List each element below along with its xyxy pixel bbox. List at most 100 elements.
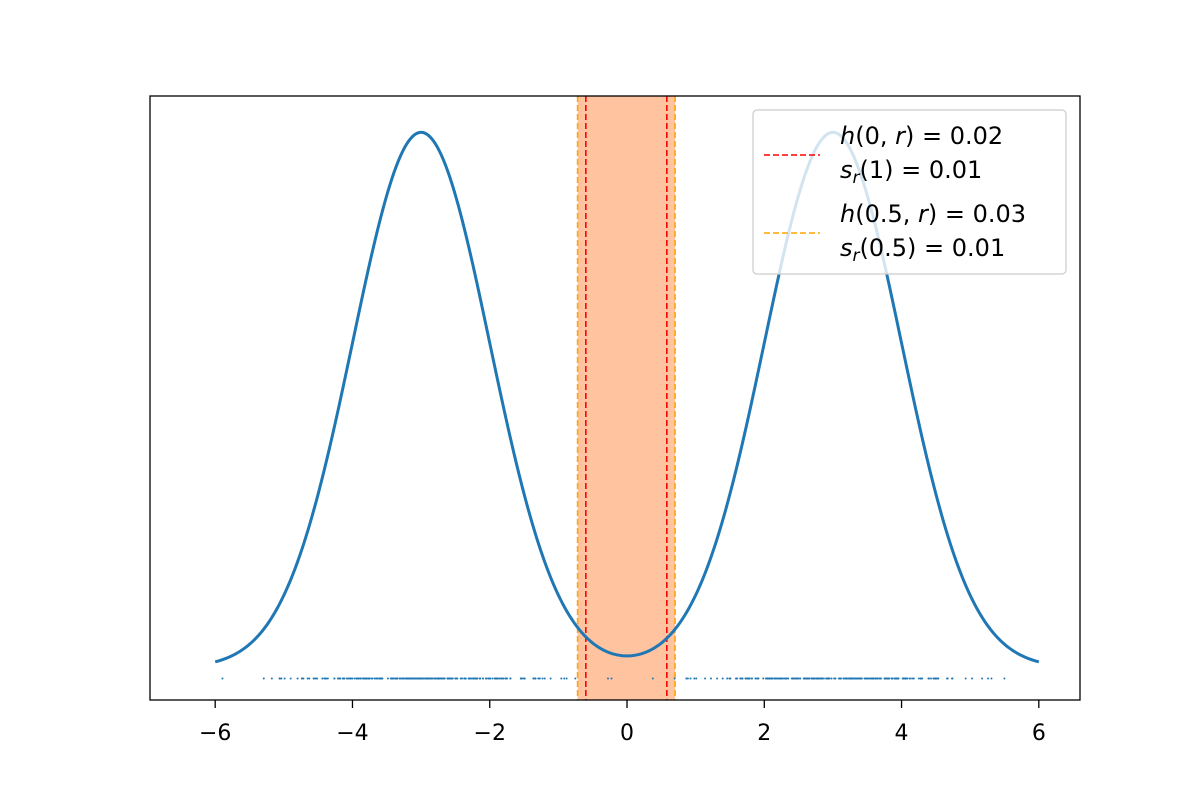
sample-point — [905, 677, 908, 680]
sample-point — [450, 677, 453, 680]
sample-point — [822, 677, 825, 680]
sample-point — [375, 677, 378, 680]
sample-point — [868, 677, 871, 680]
sample-point — [726, 677, 729, 680]
sample-point — [443, 677, 446, 680]
sample-point — [414, 677, 417, 680]
sample-point — [860, 677, 863, 680]
sample-point — [574, 677, 577, 680]
sample-point — [353, 677, 356, 680]
sample-point — [735, 677, 738, 680]
sample-point — [386, 677, 389, 680]
sample-point — [815, 677, 818, 680]
sample-point — [419, 677, 422, 680]
sample-point — [787, 677, 790, 680]
sample-point — [908, 677, 911, 680]
legend-box — [752, 109, 1067, 275]
sample-point — [798, 677, 801, 680]
x-tick-label: −2 — [474, 721, 506, 746]
sample-point — [541, 677, 544, 680]
x-tick-label: 0 — [620, 721, 634, 746]
vertical-lines — [576, 96, 676, 700]
sample-point — [509, 677, 512, 680]
sample-point — [296, 677, 299, 680]
x-tick-label: 6 — [1032, 721, 1046, 746]
sample-point — [469, 677, 472, 680]
sample-point — [538, 677, 541, 680]
sample-point — [917, 677, 920, 680]
sample-point — [808, 677, 811, 680]
sample-point — [366, 677, 369, 680]
sample-point — [395, 677, 398, 680]
legend-entry-red-line2: sr(1) = 0.01 — [840, 156, 982, 188]
sample-point — [693, 677, 696, 680]
sample-point — [886, 677, 889, 680]
sample-point — [610, 677, 613, 680]
sample-point — [312, 677, 315, 680]
sample-point — [496, 677, 499, 680]
sample-point — [895, 677, 897, 680]
sample-point — [392, 677, 395, 680]
sample-point — [819, 677, 821, 680]
sample-point — [502, 677, 505, 680]
legend-entry-red-line1: h(0, r) = 0.02 — [840, 122, 1003, 150]
sample-point — [376, 677, 379, 680]
sample-points — [221, 677, 1006, 680]
sample-point — [901, 677, 904, 680]
sample-point — [795, 677, 798, 680]
sample-point — [971, 677, 974, 680]
sample-point — [537, 677, 540, 680]
sample-point — [785, 677, 788, 680]
sample-point — [362, 677, 365, 680]
sample-point — [278, 677, 281, 680]
sample-point — [301, 677, 304, 680]
sample-point — [410, 677, 413, 680]
sample-point — [891, 677, 894, 680]
sample-point — [403, 677, 406, 680]
sample-point — [470, 677, 473, 680]
sample-point — [757, 677, 760, 680]
sample-point — [739, 677, 742, 680]
sample-point — [746, 677, 749, 680]
sample-point — [289, 677, 292, 680]
sample-point — [686, 677, 689, 680]
sample-point — [306, 677, 309, 680]
sample-point — [378, 677, 381, 680]
sample-point — [405, 677, 408, 680]
sample-point — [685, 677, 688, 680]
sample-point — [491, 677, 494, 680]
sample-point — [964, 677, 967, 680]
sample-point — [748, 677, 751, 680]
central-band — [577, 96, 676, 700]
sample-point — [425, 677, 428, 680]
sample-point — [370, 677, 373, 680]
sample-point — [474, 677, 477, 680]
sample-point — [987, 677, 990, 680]
sample-point — [888, 677, 891, 680]
sample-point — [421, 677, 424, 680]
sample-point — [934, 677, 937, 680]
sample-point — [884, 677, 887, 680]
sample-point — [777, 677, 780, 680]
sample-point — [373, 677, 376, 680]
sample-point — [495, 677, 498, 680]
sample-point — [792, 677, 795, 680]
sample-point — [794, 677, 797, 680]
sample-point — [846, 677, 849, 680]
sample-point — [270, 677, 273, 680]
sample-point — [767, 677, 770, 680]
sample-point — [463, 677, 466, 680]
sample-point — [779, 677, 782, 680]
sample-point — [834, 677, 837, 680]
sample-point — [478, 677, 481, 680]
x-axis-ticks: −6 −4 −2 0 2 4 6 — [199, 700, 1046, 746]
sample-point — [324, 677, 327, 680]
sample-point — [416, 677, 419, 680]
sample-point — [990, 677, 993, 680]
sample-point — [879, 677, 882, 680]
sample-point — [337, 677, 340, 680]
sample-point — [398, 677, 401, 680]
sample-point — [431, 677, 434, 680]
sample-point — [928, 677, 931, 680]
